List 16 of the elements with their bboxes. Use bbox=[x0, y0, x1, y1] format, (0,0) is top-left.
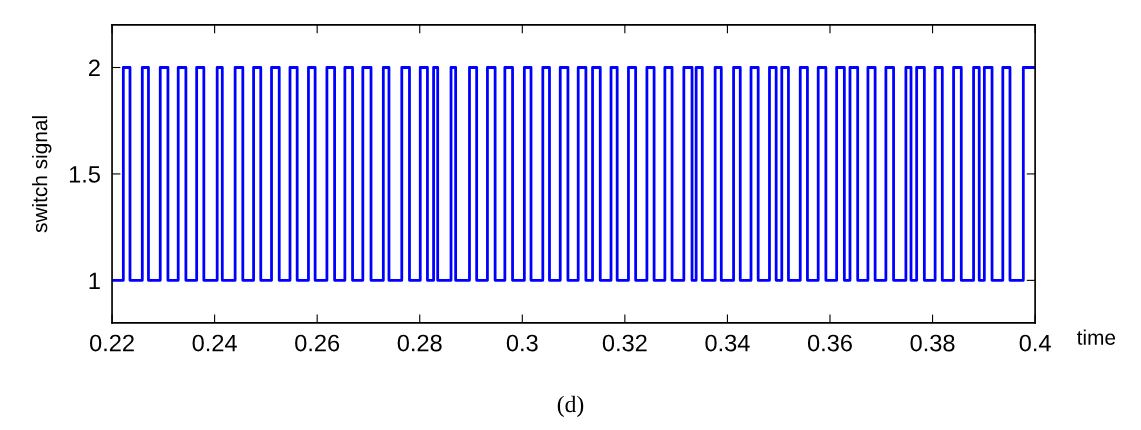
x-tick-label: 0.38 bbox=[910, 334, 955, 352]
x-tick-label: 0.4 bbox=[1019, 334, 1051, 352]
x-tick-label: 0.3 bbox=[506, 334, 538, 352]
x-tick-label: 0.26 bbox=[295, 334, 340, 352]
x-tick-label: 0.28 bbox=[397, 334, 442, 352]
x-tick-label: 0.22 bbox=[89, 334, 134, 352]
x-tick-label: 0.34 bbox=[705, 334, 750, 352]
text: (d) bbox=[557, 395, 584, 418]
y-tick-label: 2 bbox=[88, 59, 100, 77]
y-axis-title: switch signal bbox=[32, 116, 52, 233]
x-tick-label: 0.24 bbox=[192, 334, 237, 352]
x-tick-label: 0.32 bbox=[602, 334, 647, 352]
y-tick-label: 1 bbox=[89, 272, 100, 289]
x-tick-label: 0.36 bbox=[807, 334, 852, 352]
x-axis-title: time bbox=[1076, 329, 1116, 345]
y-tick-label: 1.5 bbox=[69, 166, 100, 183]
